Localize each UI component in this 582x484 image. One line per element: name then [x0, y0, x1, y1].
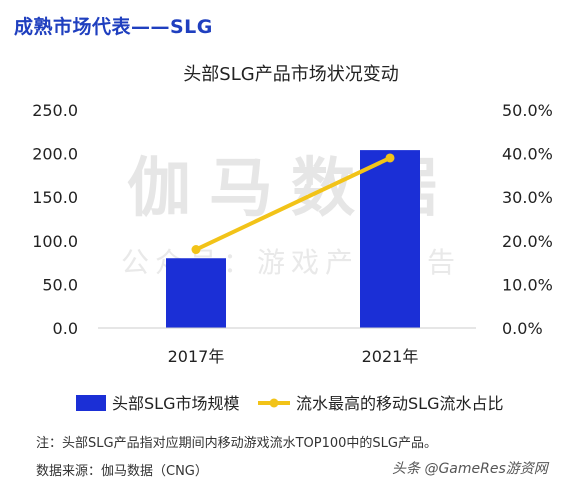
left-axis-tick-label: 50.0: [42, 275, 78, 294]
category-label: 2021年: [362, 347, 419, 366]
chart-title: 头部SLG产品市场状况变动: [183, 64, 398, 85]
line-point: [191, 245, 201, 255]
left-axis-tick-label: 150.0: [32, 188, 78, 207]
right-axis-tick-label: 20.0%: [502, 232, 553, 251]
series-line: [195, 156, 391, 252]
line-point: [385, 153, 395, 163]
source-badge: 头条 @GameRes游资网: [392, 461, 548, 477]
legend-swatch-bar: [76, 395, 106, 411]
left-axis-tick-label: 0.0: [53, 319, 78, 338]
left-axis-tick-label: 100.0: [32, 232, 78, 251]
bar: [166, 258, 226, 328]
footnote: 注：头部SLG产品指对应期间内移动游戏流水TOP100中的SLG产品。: [36, 436, 437, 451]
right-axis-tick-label: 10.0%: [502, 275, 553, 294]
legend-label-bar: 头部SLG市场规模: [112, 394, 239, 413]
data-source: 数据来源：伽马数据（CNG）: [36, 464, 208, 479]
right-axis-tick-label: 40.0%: [502, 145, 553, 164]
right-axis-tick-label: 50.0%: [502, 101, 553, 120]
legend-label-line: 流水最高的移动SLG流水占比: [296, 394, 503, 413]
right-axis-tick-label: 30.0%: [502, 188, 553, 207]
page-title: 成熟市场代表——SLG: [14, 16, 213, 38]
left-axis-tick-label: 250.0: [32, 101, 78, 120]
legend-swatch-point: [269, 398, 279, 408]
right-axis-tick-label: 0.0%: [502, 319, 543, 338]
left-axis-tick-label: 200.0: [32, 145, 78, 164]
category-label: 2017年: [168, 347, 225, 366]
bar: [360, 150, 420, 328]
